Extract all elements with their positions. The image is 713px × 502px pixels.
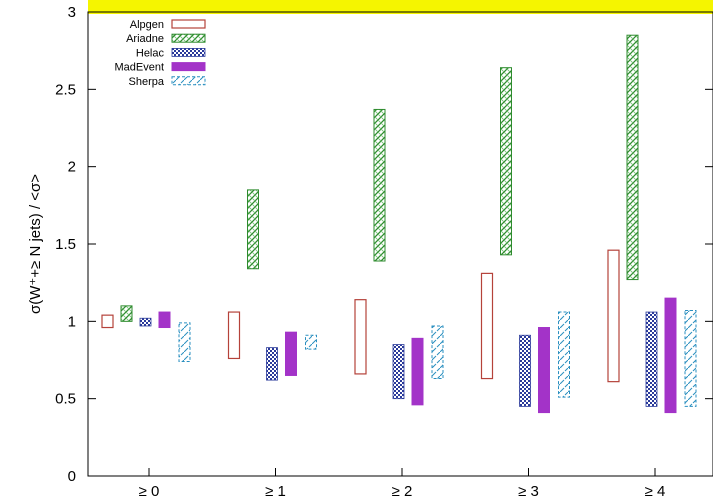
bar-madevent — [158, 311, 171, 329]
x-tick-label: ≥ 1 — [265, 483, 286, 500]
bar-sherpa — [684, 310, 697, 407]
bar-alpgen — [101, 314, 114, 329]
legend-label: Helac — [136, 47, 165, 59]
y-tick-label: 3 — [68, 4, 76, 21]
legend-swatch-ariadne — [171, 33, 206, 43]
y-tick-label: 0 — [68, 468, 76, 485]
legend-swatch-helac — [171, 48, 206, 57]
y-axis-label: σ(W⁺+≥ N jets) / <σ> — [27, 174, 44, 314]
bar-madevent — [285, 331, 297, 376]
legend-label: MadEvent — [114, 62, 164, 74]
bar-helac — [645, 311, 658, 407]
bar-madevent — [538, 327, 550, 414]
bar-madevent — [411, 337, 424, 406]
x-tick-label: ≥ 3 — [518, 483, 539, 500]
y-axis: 0 0.5 1 1.5 2 2.5 3 — [55, 4, 713, 485]
bar-helac — [139, 317, 152, 327]
bar-helac — [519, 334, 531, 407]
legend-swatch-sherpa — [171, 76, 206, 86]
bar-sherpa — [558, 311, 570, 398]
bar-helac — [266, 347, 278, 381]
y-tick-label: 1.5 — [55, 236, 76, 253]
bar-alpgen — [227, 311, 241, 360]
bar-ariadne — [500, 67, 512, 256]
bar-ariadne — [120, 305, 133, 322]
legend-swatch-madevent — [171, 62, 206, 72]
bar-ariadne — [373, 108, 386, 262]
bar-alpgen — [354, 299, 367, 375]
bar-sherpa — [431, 325, 444, 380]
y-tick-label: 0.5 — [55, 391, 76, 408]
bar-ariadne — [247, 189, 259, 270]
legend: Alpgen Ariadne Helac MadEvent Sherpa — [114, 19, 206, 88]
bar-madevent — [664, 297, 677, 414]
x-tick-label: ≥ 0 — [139, 483, 160, 500]
bar-ariadne — [626, 34, 639, 281]
x-tick-label: ≥ 2 — [392, 483, 413, 500]
y-tick-label: 2 — [68, 159, 76, 176]
y-tick-label: 2.5 — [55, 81, 76, 98]
legend-label: Ariadne — [126, 33, 164, 45]
x-tick-label: ≥ 4 — [645, 483, 666, 500]
bar-alpgen — [607, 249, 620, 383]
legend-label: Sherpa — [129, 76, 165, 88]
bars-layer — [101, 34, 697, 414]
bar-alpgen — [480, 272, 494, 380]
bar-sherpa — [305, 334, 317, 350]
top-banner — [88, 0, 713, 14]
bar-sherpa — [178, 322, 191, 363]
y-tick-label: 1 — [68, 313, 76, 330]
x-axis: ≥ 0 ≥ 1 ≥ 2 ≥ 3 ≥ 4 — [139, 468, 666, 500]
bar-helac — [392, 344, 405, 400]
legend-swatch-alpgen — [171, 19, 206, 29]
legend-label: Alpgen — [130, 19, 164, 31]
